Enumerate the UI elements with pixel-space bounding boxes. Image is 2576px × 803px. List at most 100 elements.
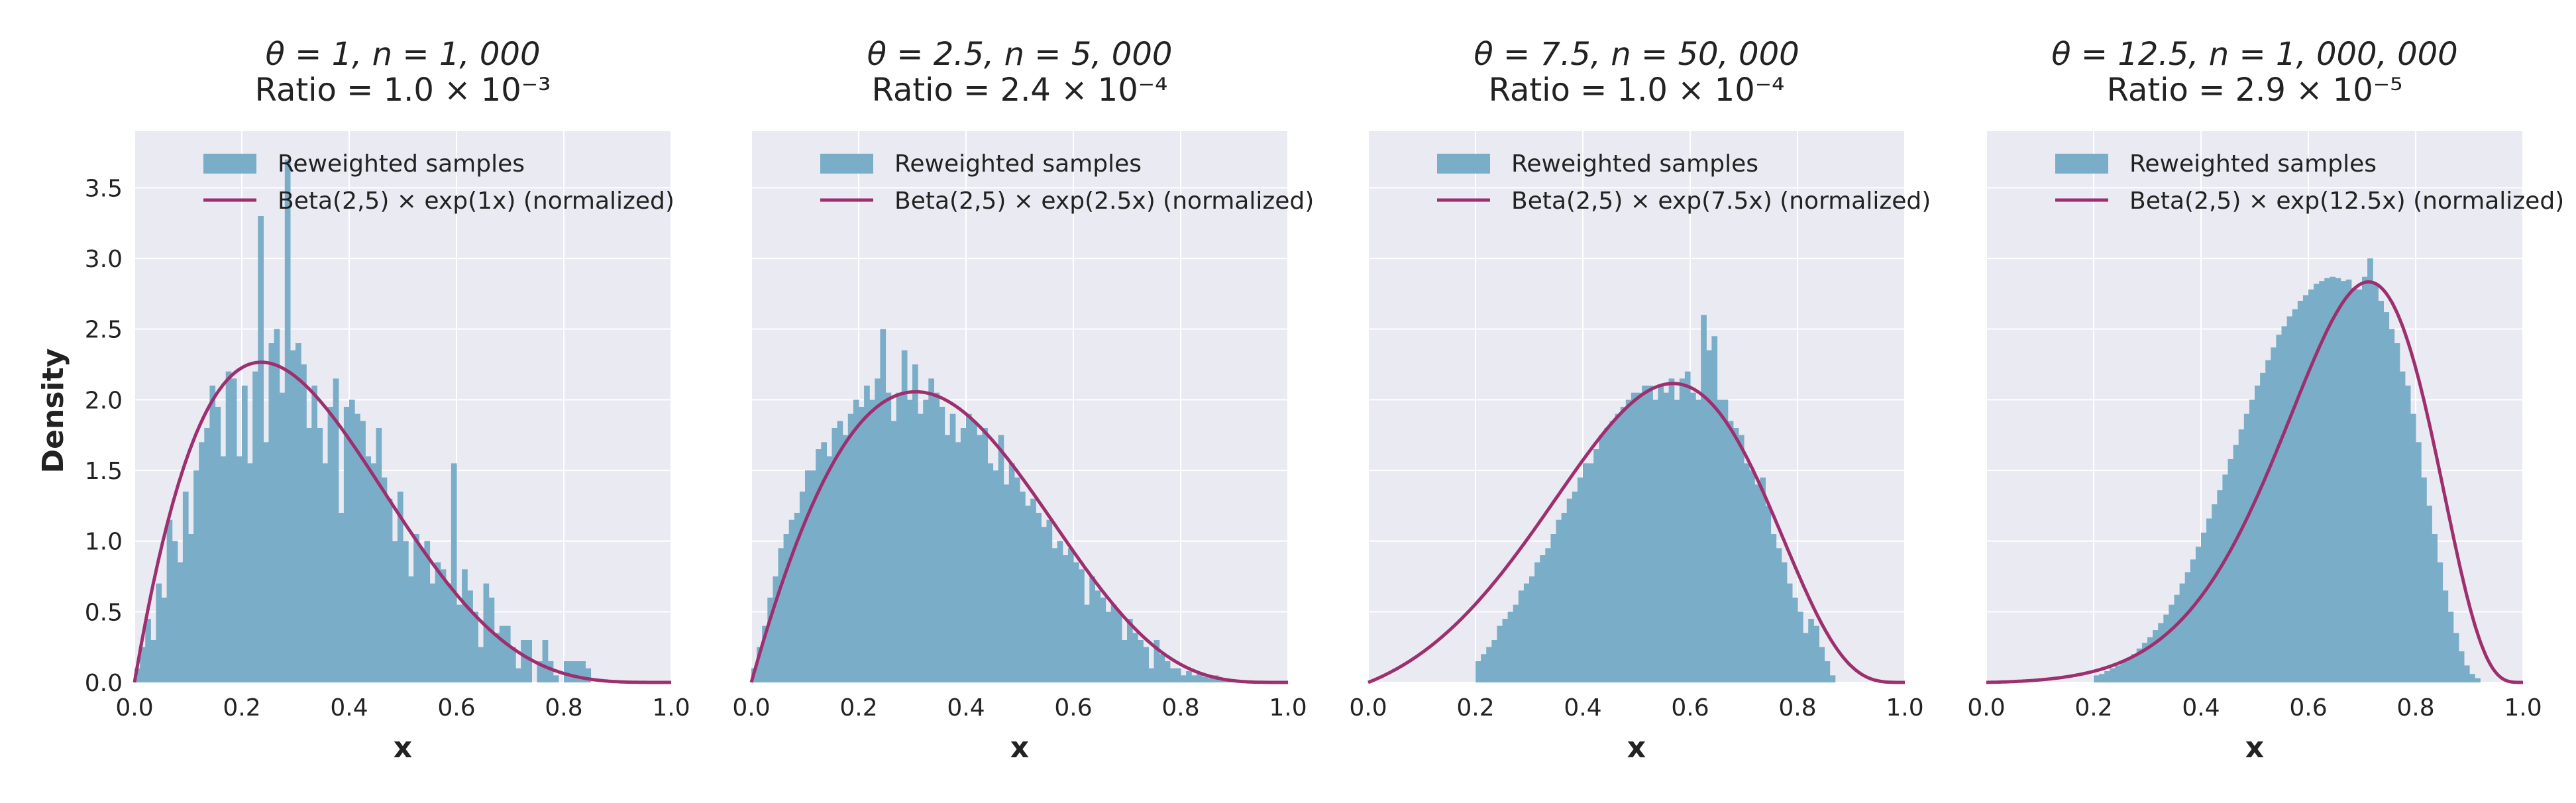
- hist-bar: [1507, 612, 1514, 682]
- hist-bar: [2442, 590, 2449, 682]
- hist-bar: [145, 619, 151, 682]
- legend: Reweighted samples Beta(2,5) × exp(1x) (n…: [203, 150, 674, 215]
- hist-bar: [445, 583, 452, 682]
- hist-bar: [1566, 498, 1573, 682]
- hist-bar: [1127, 619, 1133, 682]
- hist-bar: [1717, 400, 1723, 682]
- hist-bar: [263, 442, 270, 682]
- hist-bar: [2104, 670, 2110, 682]
- hist-bar: [810, 470, 816, 682]
- hist-bar: [1100, 598, 1106, 682]
- panel-2: 0.0 0.2 0.4 0.6 0.8 1.0 x θ = 2.5, n = 5, 000Ra…: [732, 36, 1314, 765]
- hist-bar: [1813, 625, 1819, 682]
- hist-bar: [419, 548, 425, 682]
- hist-bar: [1727, 421, 1734, 682]
- hist-bar: [1529, 576, 1535, 682]
- hist-bar: [1003, 484, 1010, 682]
- hist-bar: [478, 647, 484, 682]
- hist-bar: [2378, 301, 2384, 682]
- x-tick-label: 0.6: [1054, 694, 1092, 722]
- hist-bar: [2399, 371, 2406, 682]
- hist-bar: [2410, 413, 2416, 682]
- hist-bar: [403, 541, 409, 682]
- hist-bar: [2206, 518, 2212, 682]
- hist-bar: [1186, 670, 1192, 682]
- hist-bar: [2265, 360, 2271, 682]
- hist-bar: [2099, 674, 2105, 682]
- hist-bar: [971, 421, 977, 682]
- histogram: [134, 159, 592, 683]
- density-curve: [749, 390, 1289, 684]
- hist-bar: [1116, 612, 1122, 682]
- hist-bar: [1550, 534, 1557, 682]
- hist-bar: [1154, 640, 1160, 682]
- hist-bar: [1577, 477, 1583, 682]
- legend-label: Reweighted samples: [1511, 150, 1758, 178]
- hist-bar: [826, 456, 833, 682]
- hist-bar: [1008, 463, 1015, 682]
- hist-bar: [2362, 276, 2368, 682]
- hist-bar: [757, 647, 763, 682]
- hist-bar: [859, 407, 865, 682]
- x-axis-label: x: [1010, 731, 1029, 765]
- hist-bar: [199, 442, 205, 682]
- legend-hist-swatch: [203, 154, 256, 174]
- hist-bar: [901, 350, 908, 682]
- hist-bar: [2227, 458, 2234, 682]
- x-tick-label: 1.0: [1269, 694, 1307, 722]
- hist-bar: [2141, 643, 2148, 682]
- hist-bar: [1014, 477, 1020, 682]
- hist-bar: [370, 463, 377, 682]
- hist-bar: [1652, 400, 1658, 682]
- legend-label: Reweighted samples: [278, 150, 525, 178]
- hist-bar: [1089, 576, 1095, 682]
- histogram: [751, 329, 1235, 683]
- hist-bar: [847, 413, 854, 682]
- hist-bar: [805, 470, 811, 682]
- hist-bar: [767, 598, 773, 682]
- hist-bar: [2260, 372, 2266, 682]
- hist-bar: [569, 661, 575, 682]
- x-tick-label: 0.0: [115, 694, 153, 722]
- hist-bar: [547, 661, 554, 682]
- hist-bar: [2330, 276, 2336, 682]
- hist-bar: [209, 386, 216, 682]
- histogram: [2094, 258, 2481, 683]
- hist-bar: [1808, 619, 1814, 682]
- hist-bar: [2351, 288, 2357, 682]
- hist-bar: [193, 470, 199, 682]
- hist-bar: [966, 413, 972, 682]
- hist-bar: [521, 640, 527, 682]
- legend: Reweighted samples Beta(2,5) × exp(2.5x) …: [820, 150, 1314, 215]
- legend-label: Beta(2,5) × exp(7.5x) (normalized): [1511, 187, 1931, 215]
- y-tick-label: 3.5: [85, 175, 123, 202]
- hist-bar: [853, 400, 859, 682]
- hist-bar: [842, 435, 849, 682]
- hist-bar: [1690, 392, 1696, 682]
- hist-bar: [987, 463, 994, 682]
- x-tick-label: 0.6: [437, 694, 475, 722]
- legend-label: Beta(2,5) × exp(12.5x) (normalized): [2129, 187, 2564, 215]
- hist-bar: [1491, 640, 1497, 682]
- hist-bar: [2276, 335, 2282, 682]
- hist-bar: [220, 456, 227, 682]
- y-tick-label: 0.0: [85, 670, 123, 697]
- hist-bar: [1556, 519, 1562, 682]
- hist-bar: [2356, 289, 2363, 682]
- hist-bar: [1041, 527, 1047, 682]
- x-tick-label: 0.2: [223, 694, 260, 722]
- hist-bar: [1025, 506, 1031, 682]
- hist-bar: [1523, 583, 1530, 682]
- panel-subtitle: Ratio = 2.9 × 10⁻⁵: [2107, 72, 2403, 109]
- hist-bar: [268, 343, 275, 682]
- hist-bar: [182, 492, 189, 682]
- hist-bar: [1760, 477, 1766, 682]
- hist-bar: [1513, 604, 1519, 682]
- hist-bar: [1711, 336, 1718, 682]
- density-curve: [133, 360, 672, 684]
- hist-bar: [2447, 612, 2454, 682]
- hist-bar: [2297, 301, 2304, 682]
- hist-bar: [2469, 674, 2475, 682]
- hist-bar: [1481, 654, 1487, 682]
- hist-bar: [788, 519, 795, 682]
